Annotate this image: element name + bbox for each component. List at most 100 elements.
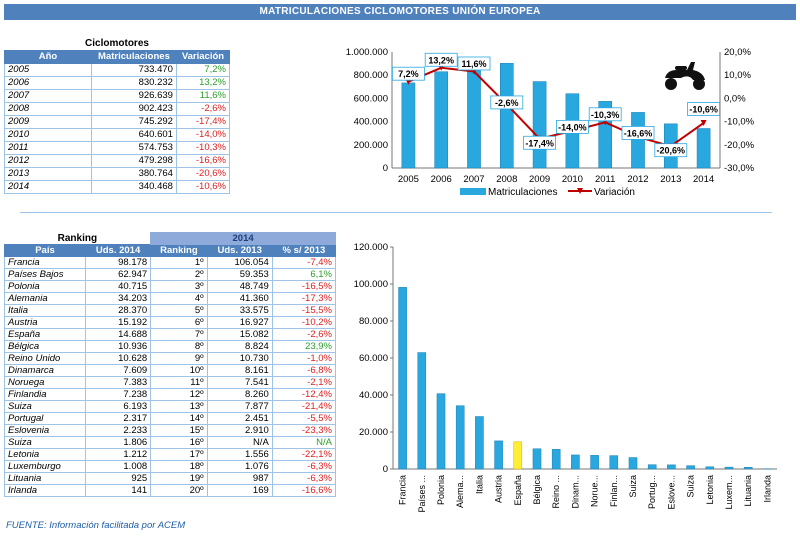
year-cell: 2008 bbox=[4, 102, 92, 116]
scooter-icon bbox=[665, 62, 705, 90]
y-tick-label: 0 bbox=[383, 464, 388, 475]
page-banner: MATRICULACIONES CICLOMOTORES UNIÓN EUROP… bbox=[4, 4, 796, 20]
data-label: 13,2% bbox=[428, 55, 454, 65]
registrations-cell: 745.292 bbox=[91, 115, 177, 129]
table-row: Portugal 2.317 14º 2.451 -5,5% bbox=[4, 412, 337, 425]
y-tick-label: 100.000 bbox=[354, 279, 388, 290]
table-row: 2011 574.753 -10,3% bbox=[4, 141, 231, 155]
registrations-cell: 479.298 bbox=[91, 154, 177, 168]
bar-5 bbox=[475, 416, 484, 470]
x-tick-label: 2005 bbox=[398, 174, 419, 185]
table-row: Suiza 6.193 13º 7.877 -21,4% bbox=[4, 400, 337, 413]
units-2014-cell: 14.688 bbox=[84, 328, 152, 341]
units-2014-cell: 1.212 bbox=[84, 448, 152, 461]
bar-17 bbox=[705, 466, 715, 470]
units-2014-cell: 2.317 bbox=[84, 412, 152, 425]
bar-12 bbox=[609, 455, 619, 470]
x-tick-label: Bélgica bbox=[532, 475, 542, 505]
variation-cell: -10,3% bbox=[175, 141, 231, 155]
bar-8 bbox=[532, 448, 542, 470]
table-row: 2014 340.468 -10,6% bbox=[4, 180, 231, 194]
table-row: Austria 15.192 6º 16.927 -10,2% bbox=[4, 316, 337, 329]
table-row: Irlanda 141 20º 169 -16,6% bbox=[4, 484, 337, 497]
registrations-cell: 830.232 bbox=[91, 76, 177, 90]
pct-cell: -21,4% bbox=[271, 400, 337, 413]
col-registrations: Matriculaciones bbox=[91, 50, 177, 64]
units-2013-cell: 1.556 bbox=[206, 448, 273, 461]
bar-2012 bbox=[631, 112, 645, 169]
x-tick-label: España bbox=[513, 475, 523, 506]
ranking-cell: 2º bbox=[150, 268, 208, 281]
units-2013-cell: 59.353 bbox=[206, 268, 273, 281]
country-cell: Suiza bbox=[4, 436, 86, 449]
units-2013-cell: 106.054 bbox=[206, 256, 273, 269]
bar-4 bbox=[455, 405, 465, 470]
table-row: Dinamarca 7.609 10º 8.161 -6,8% bbox=[4, 364, 337, 377]
data-label-box bbox=[621, 126, 655, 140]
units-2014-cell: 62.947 bbox=[84, 268, 152, 281]
country-bar-chart: 020.00040.00060.00080.000100.000120.000 … bbox=[354, 242, 777, 513]
registrations-cell: 902.423 bbox=[91, 102, 177, 116]
year-cell: 2014 bbox=[4, 180, 92, 194]
pct-cell: 6,1% bbox=[271, 268, 337, 281]
ranking-cell: 12º bbox=[150, 388, 208, 401]
table-row: Suiza 1.806 16º N/A N/A bbox=[4, 436, 337, 449]
data-label: -16,6% bbox=[624, 128, 653, 138]
table-row: Bélgica 10.936 8º 8.824 23,9% bbox=[4, 340, 337, 353]
bar-6 bbox=[494, 440, 503, 470]
variation-cell: -14,0% bbox=[175, 128, 231, 142]
units-2013-cell: 7.877 bbox=[206, 400, 273, 413]
variation-cell: -20,6% bbox=[175, 167, 231, 181]
bar-13 bbox=[628, 457, 638, 470]
pct-cell: -2,6% bbox=[271, 328, 337, 341]
x-tick-label: 2006 bbox=[431, 174, 452, 185]
ranking-cell: 4º bbox=[150, 292, 208, 305]
units-2013-cell: 41.360 bbox=[206, 292, 273, 305]
x-tick-label: 2010 bbox=[562, 174, 583, 185]
x-tick-label: Portug... bbox=[647, 475, 657, 509]
data-label: -2,6% bbox=[495, 98, 519, 108]
x-tick-label: 2014 bbox=[693, 174, 714, 185]
units-2013-cell: 8.824 bbox=[206, 340, 273, 353]
bar-14 bbox=[647, 464, 657, 470]
x-tick-label: 2012 bbox=[627, 174, 648, 185]
table-row: Luxemburgo 1.008 18º 1.076 -6,3% bbox=[4, 460, 337, 473]
country-cell: Alemania bbox=[4, 292, 86, 305]
table-row: Italia 28.370 5º 33.575 -15,5% bbox=[4, 304, 337, 317]
country-cell: España bbox=[4, 328, 86, 341]
country-cell: Bélgica bbox=[4, 340, 86, 353]
x-tick-label: Letonia bbox=[705, 475, 715, 505]
data-label-box bbox=[457, 56, 491, 71]
pct-cell: -10,2% bbox=[271, 316, 337, 329]
country-cell: Reino Unido bbox=[4, 352, 86, 365]
left-tick-label: 800.000 bbox=[354, 70, 388, 81]
ranking-cell: 1º bbox=[150, 256, 208, 269]
ranking-cell: 18º bbox=[150, 460, 208, 473]
x-tick-label: 2009 bbox=[529, 174, 550, 185]
legend-registrations: Matriculaciones bbox=[488, 187, 557, 198]
units-2013-cell: 48.749 bbox=[206, 280, 273, 293]
data-label-box bbox=[424, 52, 458, 67]
data-label: -10,3% bbox=[591, 110, 620, 120]
pct-cell: -16,6% bbox=[271, 484, 337, 497]
section-divider bbox=[20, 212, 772, 213]
units-2013-cell: 7.541 bbox=[206, 376, 273, 389]
units-2014-cell: 40.715 bbox=[84, 280, 152, 293]
pct-cell: -1,0% bbox=[271, 352, 337, 365]
data-label: -20,6% bbox=[657, 146, 686, 156]
units-2013-cell: 8.260 bbox=[206, 388, 273, 401]
table-row: 2006 830.232 13,2% bbox=[4, 76, 231, 90]
data-label-box bbox=[654, 143, 688, 158]
units-2014-cell: 28.370 bbox=[84, 304, 152, 317]
pct-cell: -6,3% bbox=[271, 460, 337, 473]
table-row: 2008 902.423 -2,6% bbox=[4, 102, 231, 116]
x-tick-label: Norue... bbox=[590, 475, 600, 507]
units-2014-cell: 925 bbox=[84, 472, 152, 485]
right-tick-label: -10,0% bbox=[724, 117, 755, 128]
bar-2005 bbox=[401, 82, 416, 169]
pct-cell: -2,1% bbox=[271, 376, 337, 389]
units-2014-cell: 7.609 bbox=[84, 364, 152, 377]
table-row: Noruega 7.383 11º 7.541 -2,1% bbox=[4, 376, 337, 389]
left-tick-label: 600.000 bbox=[354, 93, 388, 104]
year-cell: 2011 bbox=[4, 141, 92, 155]
